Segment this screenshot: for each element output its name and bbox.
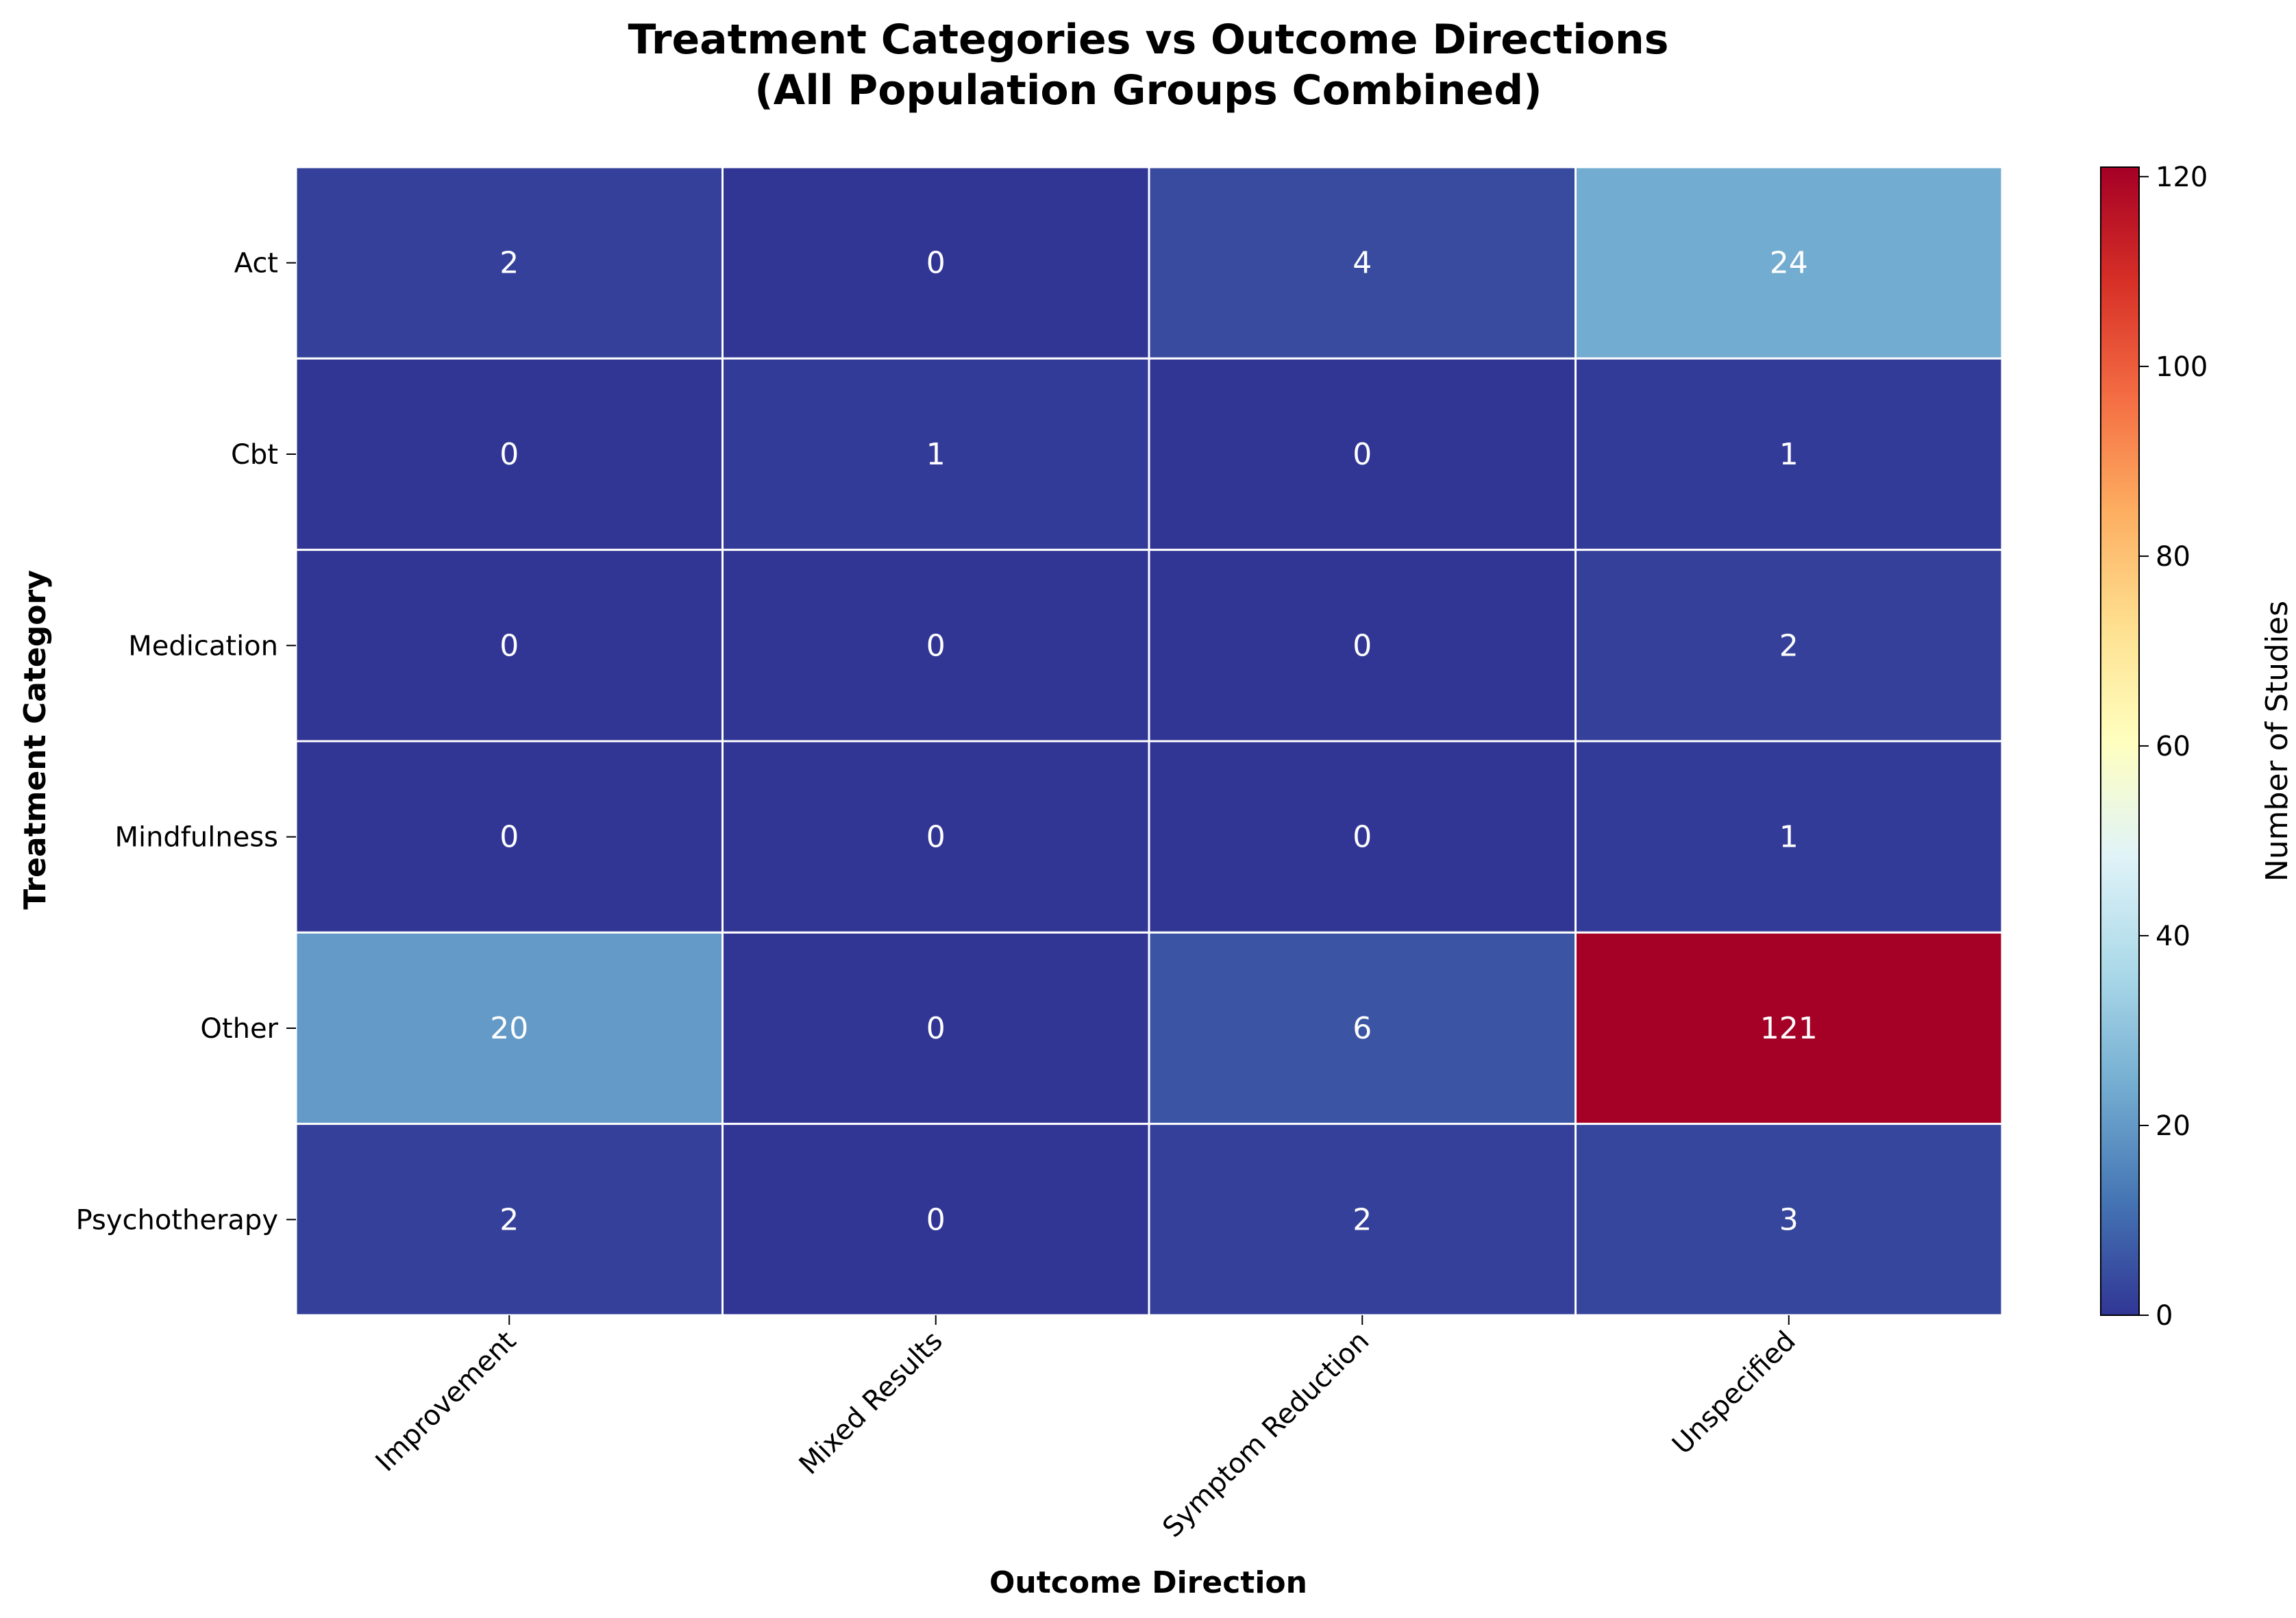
heatmap-cell (721, 549, 1150, 743)
heatmap-cell (1575, 166, 2003, 360)
heatmap-cell (721, 1123, 1150, 1317)
colorbar-tick-label: 0 (2156, 1300, 2173, 1332)
heatmap-cell (1575, 549, 2003, 743)
chart-title-line2: (All Population Groups Combined) (754, 66, 1542, 114)
y-tick-label: Mindfulness (114, 822, 278, 854)
cell-value-label: 0 (926, 1202, 946, 1237)
cell-value-label: 6 (1353, 1011, 1372, 1046)
colorbar-ticks: 0 20 40 60 80 100 120 (2139, 162, 2208, 1332)
heatmap-cell (1148, 931, 1577, 1125)
heatmap-cell (1148, 740, 1577, 934)
cell-value-label: 24 (1770, 246, 1808, 281)
cell-value-label: 2 (499, 246, 519, 281)
heatmap-cell (721, 931, 1150, 1125)
y-tick-label: Other (200, 1013, 278, 1045)
heatmap-cell (1575, 740, 2003, 934)
y-tick-label: Cbt (231, 439, 278, 471)
heatmap-cell (721, 166, 1150, 360)
heatmap-cell (295, 1123, 724, 1317)
colorbar-gradient (2101, 167, 2139, 1315)
cell-value-label: 1 (1779, 437, 1799, 472)
colorbar-tick-label: 40 (2156, 921, 2190, 952)
heatmap-cell (295, 740, 724, 934)
x-tick-label: Symptom Reduction (1157, 1325, 1375, 1544)
cell-value-label: 0 (926, 820, 946, 855)
y-tick-label: Psychotherapy (76, 1204, 278, 1236)
cell-value-label: 2 (1353, 1202, 1372, 1237)
colorbar: 0 20 40 60 80 100 120 Number of Studies (2100, 162, 2295, 1332)
y-axis-ticks: Act Cbt Medication Mindfulness Other Psychoth… (76, 248, 296, 1236)
colorbar-frame (2100, 166, 2140, 1316)
cell-value-label: 3 (1779, 1202, 1799, 1237)
cell-value-label: 1 (926, 437, 946, 472)
cell-value-label: 0 (1353, 820, 1372, 855)
cell-value-label: 0 (926, 628, 946, 663)
cell-value-label: 1 (1779, 820, 1799, 855)
colorbar-tick-label: 20 (2156, 1110, 2190, 1142)
heatmap-cell (1575, 1123, 2003, 1317)
cell-value-label: 2 (1779, 628, 1799, 663)
cell-value-label: 4 (1353, 246, 1372, 281)
x-axis-title: Outcome Direction (989, 1565, 1307, 1600)
heatmap-cell (295, 166, 724, 360)
y-axis-title: Treatment Category (18, 570, 53, 910)
x-tick-label: Mixed Results (793, 1325, 949, 1481)
x-tick-label: Unspecified (1666, 1325, 1802, 1461)
x-tick-label: Improvement (370, 1325, 523, 1478)
cell-value-label: 2 (499, 1202, 519, 1237)
chart-title-line1: Treatment Categories vs Outcome Directio… (628, 16, 1669, 64)
cell-value-label: 0 (926, 1011, 946, 1046)
colorbar-label: Number of Studies (2260, 601, 2295, 882)
colorbar-tick-label: 80 (2156, 541, 2190, 573)
cell-value-label: 0 (1353, 437, 1372, 472)
cell-value-label: 0 (499, 628, 519, 663)
colorbar-tick-label: 120 (2156, 162, 2208, 193)
colorbar-tick-label: 60 (2156, 731, 2190, 762)
heatmap-cell (721, 357, 1150, 551)
cell-value-label: 0 (499, 437, 519, 472)
heatmap-cell (295, 357, 724, 551)
cell-value-label: 20 (490, 1011, 528, 1046)
colorbar-tick-label: 100 (2156, 351, 2208, 383)
cell-value-label: 121 (1760, 1011, 1818, 1046)
cell-value-label: 0 (1353, 628, 1372, 663)
heatmap-cell (721, 740, 1150, 934)
cell-value-label: 0 (926, 246, 946, 281)
x-axis-ticks: Improvement Mixed Results Symptom Reductio… (370, 1315, 1802, 1544)
heatmap-cell (1575, 357, 2003, 551)
heatmap-cell (295, 931, 724, 1125)
heatmap-cell (1148, 1123, 1577, 1317)
cell-value-label: 0 (499, 820, 519, 855)
heatmap-cell (1148, 166, 1577, 360)
y-tick-label: Act (234, 248, 278, 279)
y-tick-label: Medication (128, 630, 278, 662)
heatmap-cell (1575, 931, 2003, 1125)
